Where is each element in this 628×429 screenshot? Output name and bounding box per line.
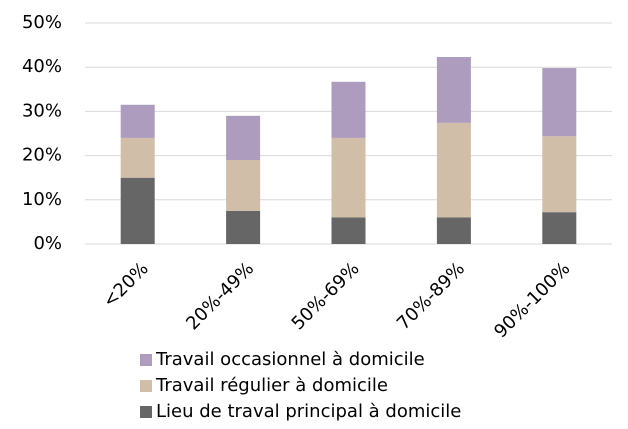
- bar-segment: [120, 177, 155, 244]
- bar-segment: [331, 217, 366, 244]
- bar-segment: [226, 210, 261, 244]
- legend-label: Travail régulier à domicile: [155, 375, 388, 396]
- x-tick-label: 90%-100%: [490, 258, 574, 342]
- bar-segment: [436, 217, 471, 244]
- y-tick-label: 40%: [22, 56, 62, 77]
- bar-segment: [542, 136, 577, 213]
- y-tick-label: 30%: [22, 100, 62, 121]
- legend-label: Travail occasionnel à domicile: [155, 349, 425, 370]
- y-tick-label: 0%: [33, 233, 62, 254]
- bar-segment: [331, 81, 366, 138]
- bar-segment: [542, 68, 577, 137]
- bar-segment: [436, 57, 471, 123]
- bar-segment: [120, 104, 155, 138]
- legend-swatch: [140, 354, 152, 366]
- bar-segment: [226, 115, 261, 161]
- x-tick-label: 70%-89%: [393, 258, 469, 334]
- bar-segment: [226, 160, 261, 211]
- y-tick-label: 50%: [22, 12, 62, 33]
- y-tick-label: 10%: [22, 189, 62, 210]
- y-tick-label: 20%: [22, 145, 62, 166]
- legend-swatch: [140, 380, 152, 392]
- bar-segment: [120, 137, 155, 178]
- bar-segment: [436, 122, 471, 218]
- legend-swatch: [140, 406, 152, 418]
- x-tick-label: <20%: [99, 258, 153, 312]
- legend-label: Lieu de traval principal à domicile: [156, 401, 461, 422]
- bar-segment: [542, 212, 577, 244]
- x-tick-label: 20%-49%: [182, 258, 258, 334]
- x-tick-label: 50%-69%: [288, 258, 364, 334]
- bar-segment: [331, 137, 366, 218]
